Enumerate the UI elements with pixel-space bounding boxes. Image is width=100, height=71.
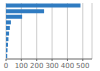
svg-text:0: 0 <box>8 62 9 70</box>
svg-text:200: 200 <box>30 62 43 70</box>
svg-text:400: 400 <box>61 62 74 70</box>
svg-text:100: 100 <box>15 62 28 70</box>
svg-text:500: 500 <box>76 62 89 70</box>
svg-text:300: 300 <box>45 62 58 70</box>
